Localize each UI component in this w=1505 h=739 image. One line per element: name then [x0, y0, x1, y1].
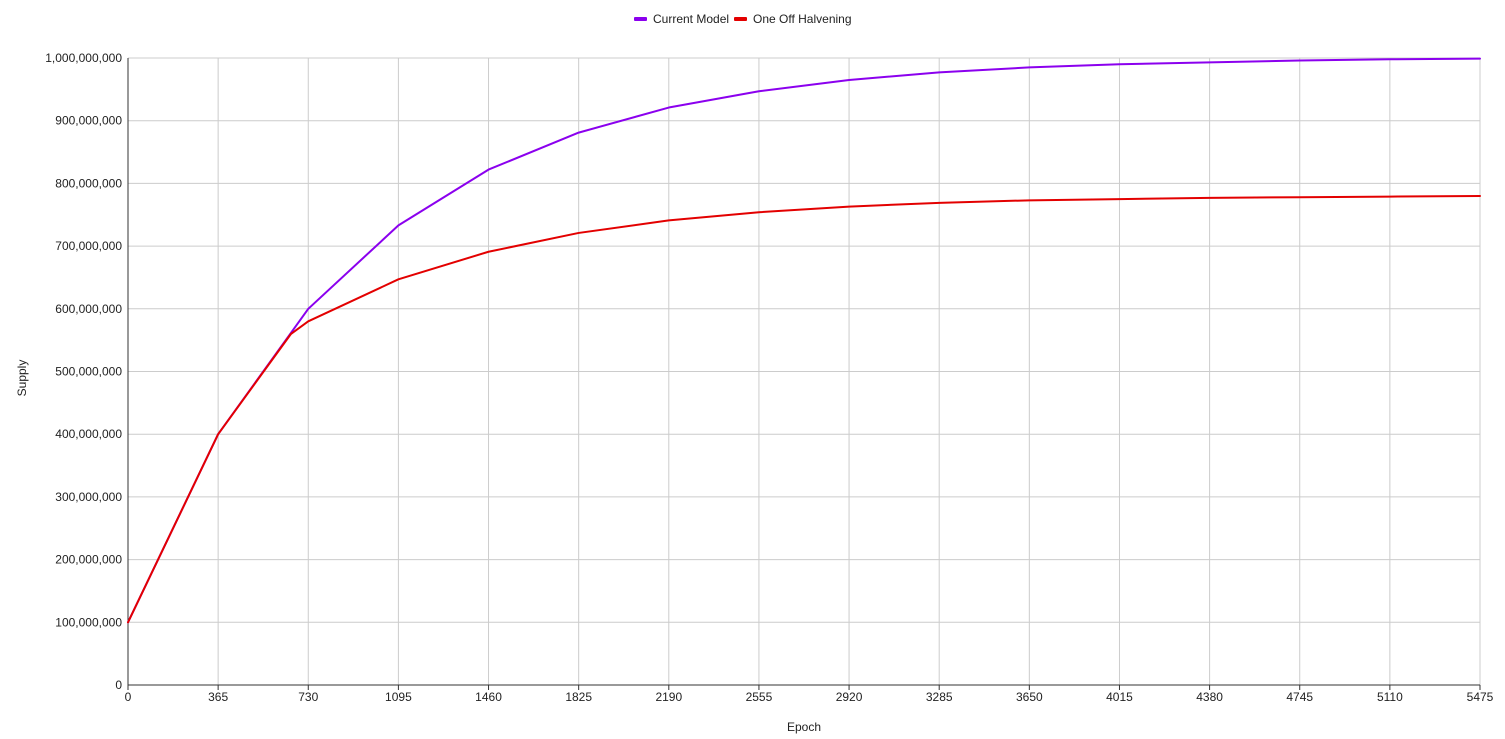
y-tick-label: 200,000,000: [55, 553, 122, 567]
y-tick-label: 600,000,000: [55, 302, 122, 316]
x-tick-label: 730: [298, 690, 318, 704]
y-tick-label: 300,000,000: [55, 490, 122, 504]
x-axis-title: Epoch: [787, 720, 821, 734]
y-tick-label: 1,000,000,000: [45, 51, 122, 65]
legend-label: Current Model: [653, 12, 729, 26]
y-tick-label: 900,000,000: [55, 114, 122, 128]
x-tick-label: 5110: [1377, 690, 1403, 704]
x-tick-label: 3285: [926, 690, 953, 704]
legend: Current Model One Off Halvening: [634, 12, 852, 26]
series-line-1: [127, 57, 1481, 624]
series-line-2: [127, 194, 1481, 624]
x-tick-label: 1825: [565, 690, 592, 704]
y-tick-label: 500,000,000: [55, 365, 122, 379]
x-tick-label: 3650: [1016, 690, 1043, 704]
y-tick-label: 700,000,000: [55, 239, 122, 253]
y-tick-label: 400,000,000: [55, 427, 122, 441]
y-tick-label: 800,000,000: [55, 176, 122, 190]
y-tick-label: 0: [115, 678, 122, 692]
x-tick-label: 2920: [836, 690, 863, 704]
grid: [128, 57, 1481, 685]
x-tick-label: 4745: [1286, 690, 1313, 704]
legend-item-1: Current Model: [634, 12, 729, 26]
axes: [127, 58, 1481, 690]
tick-labels: 0 100,000,000 200,000,000 300,000,000 400,00…: [45, 51, 1493, 704]
legend-label: One Off Halvening: [753, 12, 852, 26]
x-tick-label: 4015: [1106, 690, 1133, 704]
legend-swatch: [734, 17, 747, 21]
series-lines: [127, 57, 1481, 624]
legend-swatch: [634, 17, 647, 21]
x-tick-label: 1460: [475, 690, 502, 704]
x-tick-label: 0: [125, 690, 132, 704]
y-tick-label: 100,000,000: [55, 615, 122, 629]
x-tick-label: 1095: [385, 690, 412, 704]
x-tick-label: 2555: [746, 690, 773, 704]
x-tick-label: 2190: [655, 690, 682, 704]
x-tick-label: 4380: [1196, 690, 1223, 704]
x-tick-label: 5475: [1467, 690, 1494, 704]
legend-item-2: One Off Halvening: [734, 12, 852, 26]
y-axis-title: Supply: [15, 360, 29, 397]
x-tick-label: 365: [208, 690, 228, 704]
